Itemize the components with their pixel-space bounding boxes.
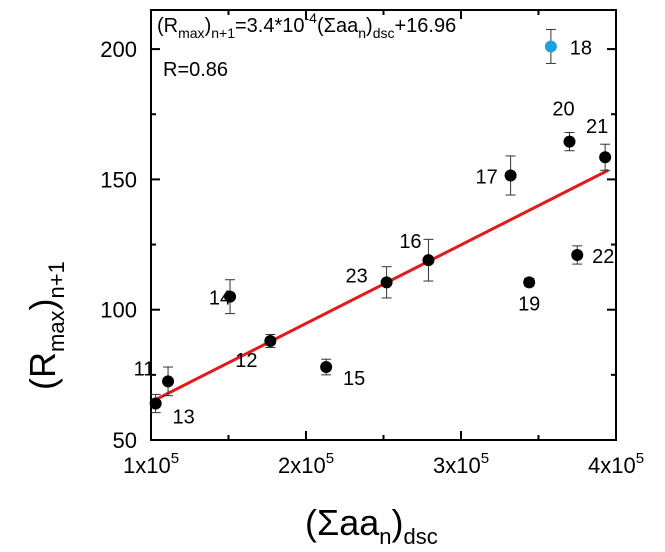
point-label: 14	[209, 288, 231, 310]
data-point-11: 11	[134, 358, 175, 397]
y-tick-label: 200	[100, 37, 137, 62]
axis-tick-labels: 1x105 2x105 3x105 4x105 50 100 150 200	[100, 37, 644, 478]
data-point-14: 14	[209, 279, 237, 315]
point-marker	[599, 151, 612, 164]
data-point-21: 21	[586, 116, 612, 171]
fit-equation: (Rmax)n+1=3.4*10-4(Σaan)dsc+16.96	[157, 10, 456, 41]
point-marker	[544, 40, 557, 53]
point-label: 23	[345, 265, 367, 287]
data-point-18: 18	[544, 29, 592, 64]
x-tick-label: 3x105	[433, 450, 489, 478]
axis-ticks	[150, 10, 617, 441]
x-tick-label: 4x105	[588, 450, 644, 478]
point-label: 20	[552, 99, 574, 121]
point-marker	[422, 254, 435, 267]
point-label: 11	[134, 358, 155, 380]
x-axis-title: (Σaan)dsc	[305, 502, 438, 549]
data-point-12: 12	[235, 333, 277, 372]
data-point-16: 16	[399, 231, 435, 282]
point-label: 17	[475, 166, 497, 188]
point-marker	[571, 248, 584, 261]
y-tick-label: 50	[113, 428, 137, 453]
point-marker	[504, 169, 517, 182]
point-label: 18	[570, 37, 592, 59]
data-point-23: 23	[345, 265, 393, 299]
data-point-22: 22	[571, 245, 614, 268]
point-label: 16	[399, 231, 421, 253]
point-label: 12	[235, 350, 257, 372]
y-tick-label: 100	[100, 298, 137, 323]
point-label: 19	[518, 293, 540, 315]
point-label: 21	[586, 116, 608, 138]
data-point-20: 20	[552, 99, 576, 152]
point-marker	[224, 290, 237, 303]
x-tick-label: 2x105	[278, 450, 334, 478]
x-tick-label: 1x105	[123, 450, 179, 478]
data-points: 11 13 12 14 15 23 16 19 17 22 20 21 18	[134, 29, 614, 429]
point-marker	[563, 135, 576, 148]
data-point-17: 17	[475, 155, 517, 196]
correlation-label: R=0.86	[163, 59, 228, 81]
y-tick-label: 150	[100, 167, 137, 192]
point-marker	[264, 334, 277, 347]
point-marker	[380, 276, 393, 289]
point-marker	[149, 397, 162, 410]
point-marker	[523, 276, 536, 289]
point-label: 15	[343, 368, 365, 390]
point-marker	[320, 361, 333, 374]
point-label: 13	[173, 407, 195, 429]
data-point-13: 13	[149, 393, 195, 429]
point-label: 22	[592, 246, 614, 268]
data-point-19: 19	[518, 276, 540, 315]
point-marker	[162, 375, 175, 388]
y-axis-title: (Rmax)n+1	[22, 261, 69, 390]
data-point-15: 15	[320, 358, 365, 390]
